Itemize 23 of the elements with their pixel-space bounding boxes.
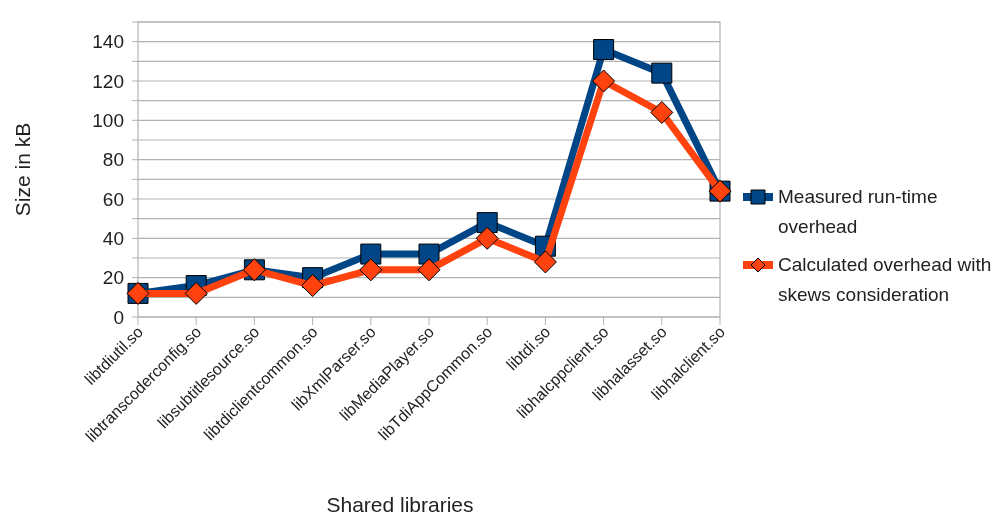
y-tick-label: 120 — [92, 70, 124, 92]
y-axis-title: Size in kB — [11, 122, 34, 217]
y-tick-label: 20 — [102, 267, 124, 289]
point — [650, 100, 674, 124]
point — [593, 39, 615, 61]
point — [359, 258, 383, 282]
y-tick-label: 0 — [113, 306, 124, 328]
point — [184, 281, 208, 305]
y-tick-label: 100 — [92, 109, 124, 131]
y-tick-label: 60 — [102, 188, 124, 210]
legend-label: Measured run-time overhead — [778, 186, 938, 237]
y-tick-label: 40 — [102, 227, 124, 249]
point — [533, 250, 557, 274]
point — [475, 226, 499, 250]
y-tick-label: 80 — [102, 149, 124, 171]
point — [651, 62, 673, 84]
point — [592, 69, 616, 93]
point — [360, 243, 382, 265]
point — [301, 274, 325, 298]
y-tick-label: 140 — [92, 31, 124, 53]
legend-label: Calculated overhead with skews consideration — [778, 254, 992, 305]
x-axis-title: Shared libraries — [326, 493, 474, 516]
point — [417, 258, 441, 282]
